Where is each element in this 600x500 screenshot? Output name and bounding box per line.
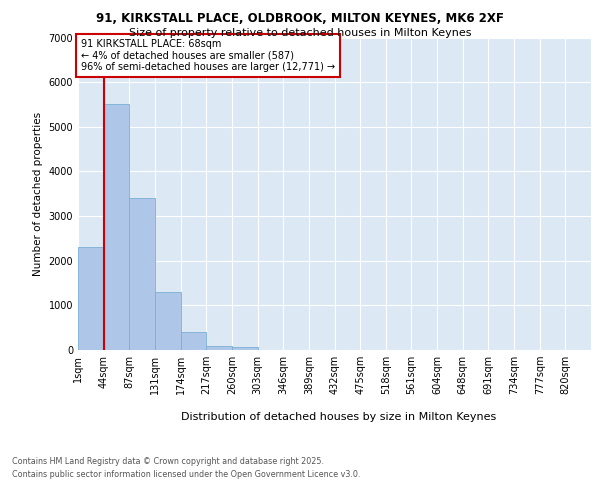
Bar [181,332,206,350]
Bar [232,348,257,350]
Bar [155,292,181,350]
Bar [130,198,155,350]
Bar [104,104,130,350]
Text: Contains public sector information licensed under the Open Government Licence v3: Contains public sector information licen… [12,470,361,479]
Y-axis label: Number of detached properties: Number of detached properties [33,112,43,276]
Text: 91, KIRKSTALL PLACE, OLDBROOK, MILTON KEYNES, MK6 2XF: 91, KIRKSTALL PLACE, OLDBROOK, MILTON KE… [96,12,504,26]
Text: Size of property relative to detached houses in Milton Keynes: Size of property relative to detached ho… [129,28,471,38]
Text: Contains HM Land Registry data © Crown copyright and database right 2025.: Contains HM Land Registry data © Crown c… [12,458,324,466]
Text: 91 KIRKSTALL PLACE: 68sqm
← 4% of detached houses are smaller (587)
96% of semi-: 91 KIRKSTALL PLACE: 68sqm ← 4% of detach… [80,39,335,72]
Bar [206,346,232,350]
Bar [78,248,104,350]
Text: Distribution of detached houses by size in Milton Keynes: Distribution of detached houses by size … [181,412,497,422]
